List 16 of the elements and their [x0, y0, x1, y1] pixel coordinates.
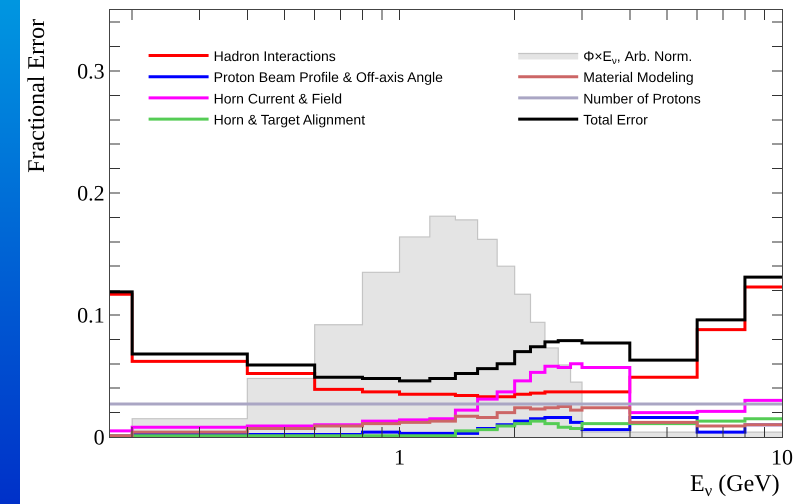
x-tick-label: 10: [771, 444, 793, 470]
x-axis-title: E$_{ν}$ (GeV): [690, 471, 780, 500]
legend-label: Horn Current & Field: [214, 90, 342, 106]
y-tick-label: 0.2: [77, 180, 105, 206]
legend-label: Proton Beam Profile & Off-axis Angle: [214, 69, 444, 86]
legend-label: Total Error: [583, 112, 648, 128]
y-axis-title: Fractional Error: [24, 18, 50, 173]
legend-label: Hadron Interactions: [214, 48, 336, 64]
legend-label: Φ×E$_{ν}$, Arb. Norm.: [583, 48, 692, 67]
legend-label: Horn & Target Alignment: [214, 112, 366, 128]
y-tick-label: 0.3: [77, 58, 105, 84]
y-tick-label: 0: [94, 424, 105, 450]
legend-label: Material Modeling: [583, 69, 694, 86]
legend-label: Number of Protons: [583, 90, 701, 106]
y-tick-label: 0.1: [77, 302, 105, 328]
x-tick-label: 1: [394, 444, 406, 470]
